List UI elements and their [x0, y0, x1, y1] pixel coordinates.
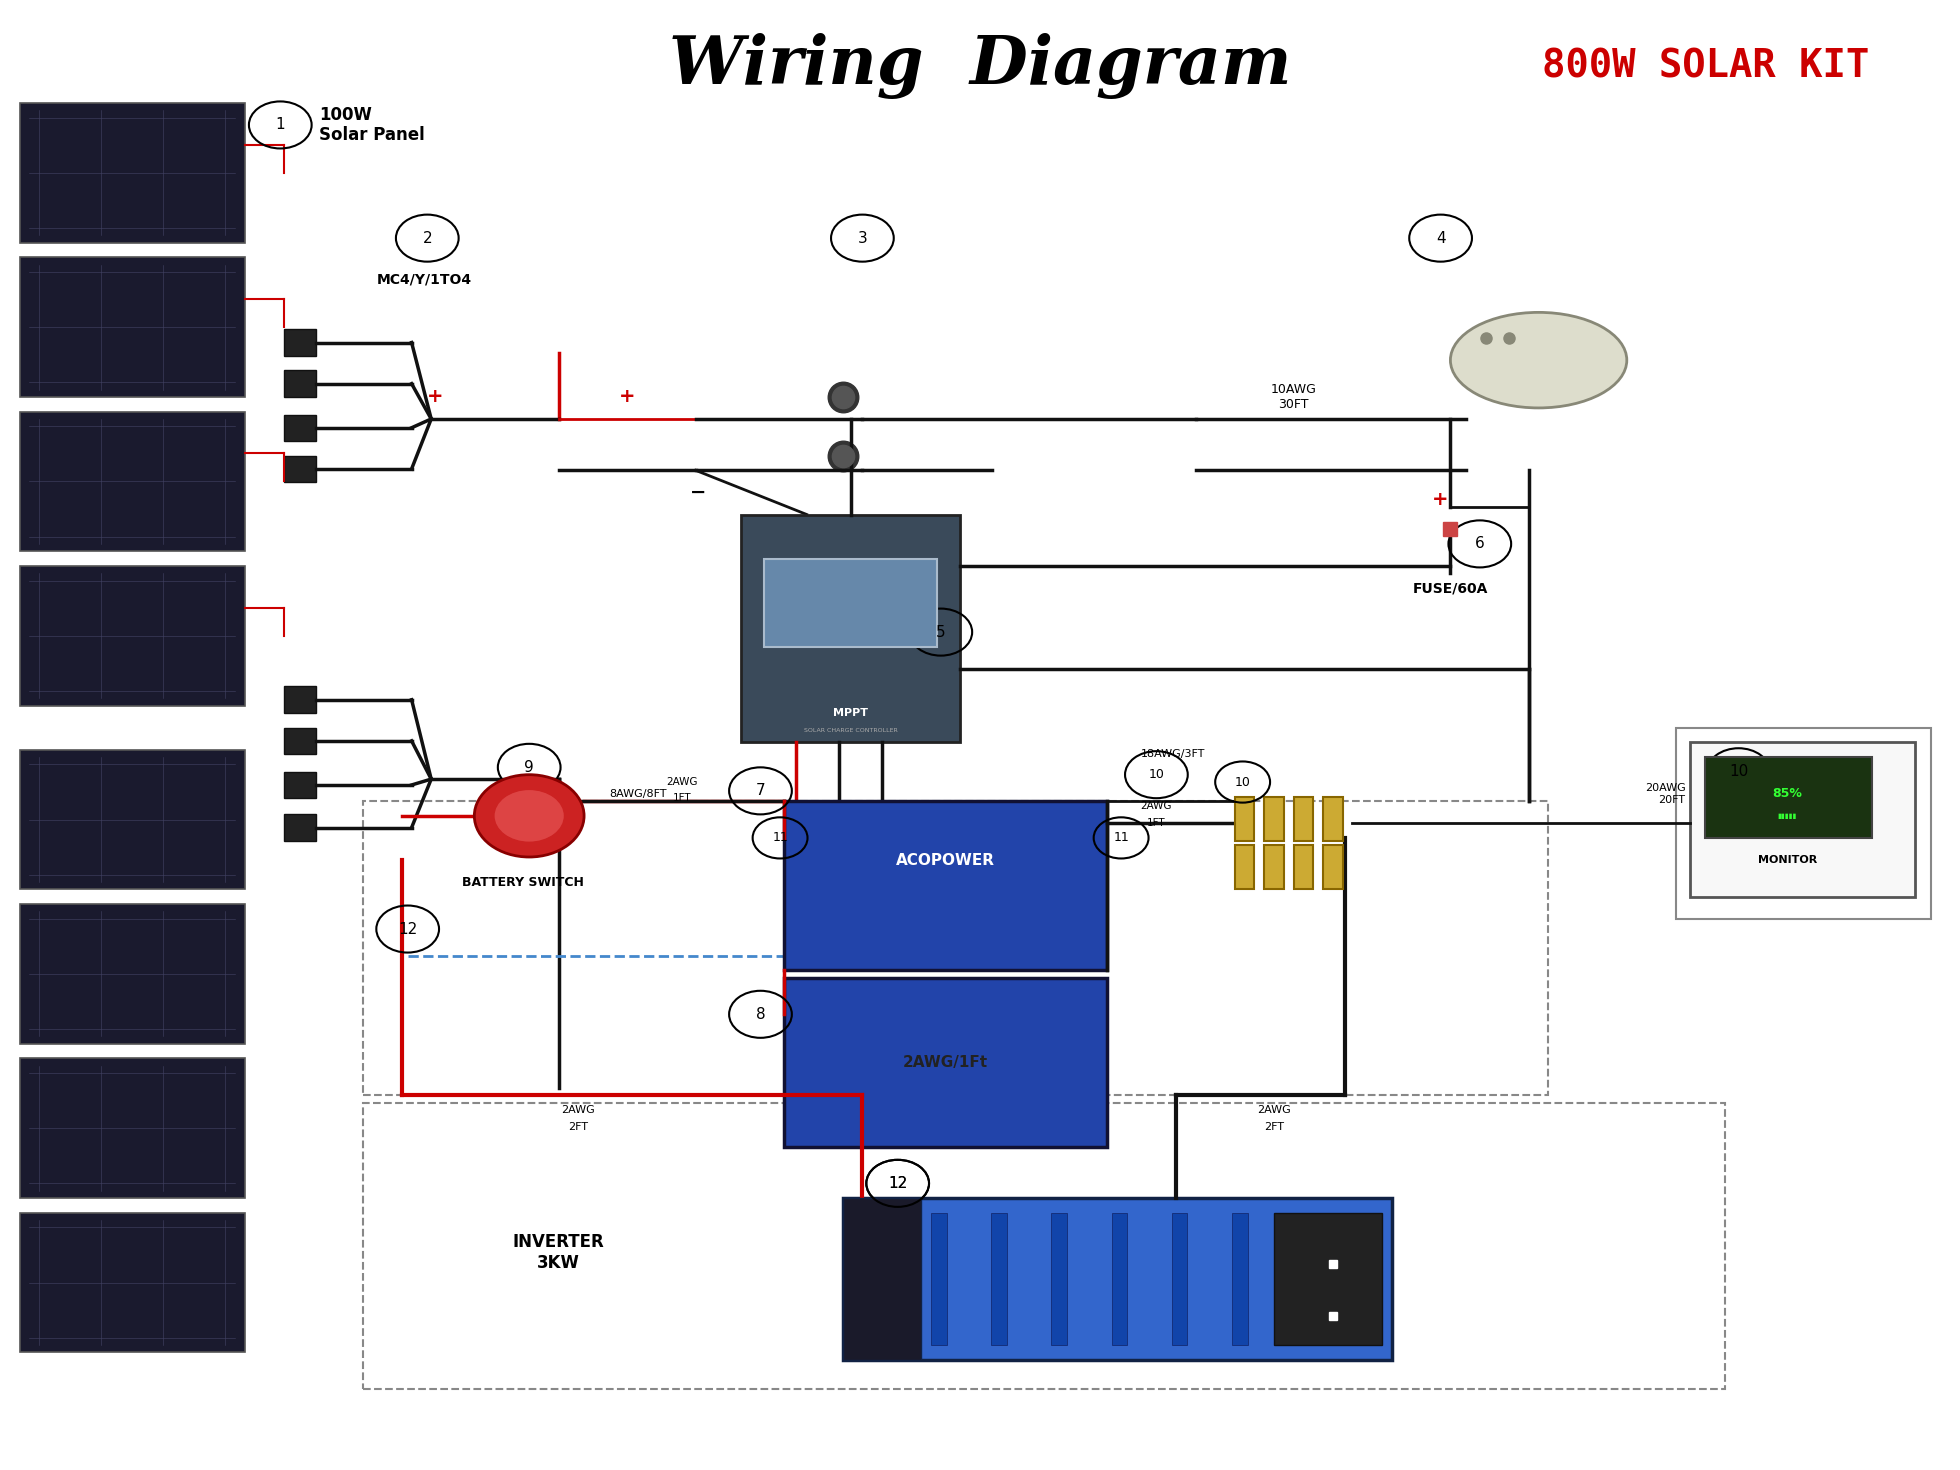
Text: +: + [427, 388, 443, 406]
FancyBboxPatch shape [1705, 757, 1872, 838]
Text: 8: 8 [757, 1007, 764, 1022]
Circle shape [474, 775, 584, 857]
Text: 85%: 85% [1772, 788, 1803, 800]
FancyBboxPatch shape [284, 728, 316, 754]
Text: MC4/Y/1TO4: MC4/Y/1TO4 [376, 272, 472, 287]
Text: 3: 3 [858, 231, 866, 245]
FancyBboxPatch shape [1264, 797, 1284, 841]
Text: 20AWG
20FT: 20AWG 20FT [1644, 784, 1686, 804]
FancyBboxPatch shape [20, 257, 245, 397]
FancyBboxPatch shape [284, 456, 316, 482]
Text: 7: 7 [757, 784, 764, 798]
FancyBboxPatch shape [1294, 797, 1313, 841]
FancyBboxPatch shape [741, 514, 960, 742]
Text: ACOPOWER: ACOPOWER [896, 853, 996, 867]
FancyBboxPatch shape [1235, 845, 1254, 889]
FancyBboxPatch shape [931, 1213, 947, 1345]
FancyBboxPatch shape [1323, 845, 1343, 889]
Text: 9: 9 [525, 760, 533, 775]
Text: 11: 11 [1113, 832, 1129, 844]
Text: 1FT: 1FT [1147, 819, 1166, 828]
Text: Wiring  Diagram: Wiring Diagram [668, 34, 1292, 98]
Text: 10: 10 [1235, 776, 1250, 788]
Text: 11: 11 [772, 832, 788, 844]
FancyBboxPatch shape [284, 370, 316, 397]
FancyBboxPatch shape [1294, 845, 1313, 889]
Text: 10: 10 [1729, 764, 1748, 779]
Text: 2AWG: 2AWG [666, 778, 698, 786]
Text: 2AWG: 2AWG [561, 1105, 596, 1116]
FancyBboxPatch shape [284, 329, 316, 356]
Text: 2FT: 2FT [1264, 1122, 1284, 1132]
Text: BATTERY SWITCH: BATTERY SWITCH [463, 876, 584, 888]
Text: 12: 12 [398, 922, 417, 936]
Text: 2FT: 2FT [568, 1122, 588, 1132]
Text: MONITOR: MONITOR [1758, 856, 1817, 864]
FancyBboxPatch shape [1235, 797, 1254, 841]
Ellipse shape [1450, 313, 1627, 409]
Text: −: − [690, 484, 706, 501]
Text: 2: 2 [423, 231, 431, 245]
FancyBboxPatch shape [20, 566, 245, 706]
FancyBboxPatch shape [284, 415, 316, 441]
Text: MPPT: MPPT [833, 709, 868, 717]
FancyBboxPatch shape [20, 1058, 245, 1198]
Text: 1FT: 1FT [672, 794, 692, 803]
Text: 5: 5 [937, 625, 945, 639]
FancyBboxPatch shape [784, 801, 1107, 970]
FancyBboxPatch shape [1690, 742, 1915, 897]
Text: 4: 4 [1437, 231, 1445, 245]
FancyBboxPatch shape [284, 772, 316, 798]
Text: +: + [1433, 491, 1448, 509]
FancyBboxPatch shape [1292, 1213, 1307, 1345]
FancyBboxPatch shape [1051, 1213, 1066, 1345]
FancyBboxPatch shape [992, 1213, 1007, 1345]
FancyBboxPatch shape [1233, 1213, 1249, 1345]
Text: 10AWG
30FT: 10AWG 30FT [1270, 382, 1317, 412]
FancyBboxPatch shape [1352, 1213, 1368, 1345]
Text: 1: 1 [276, 118, 284, 132]
FancyBboxPatch shape [1274, 1213, 1382, 1345]
Text: 12: 12 [888, 1176, 907, 1191]
Text: 8AWG/8FT: 8AWG/8FT [610, 789, 666, 798]
Text: FUSE/60A: FUSE/60A [1413, 581, 1488, 595]
Text: SOLAR CHARGE CONTROLLER: SOLAR CHARGE CONTROLLER [804, 728, 898, 734]
Text: 12: 12 [888, 1176, 907, 1191]
Text: 6: 6 [1476, 537, 1484, 551]
Text: 18AWG/3FT: 18AWG/3FT [1141, 750, 1205, 759]
Text: 800W SOLAR KIT: 800W SOLAR KIT [1543, 47, 1868, 85]
FancyBboxPatch shape [1111, 1213, 1127, 1345]
FancyBboxPatch shape [784, 978, 1107, 1147]
Text: INVERTER
3KW: INVERTER 3KW [514, 1233, 604, 1272]
FancyBboxPatch shape [843, 1198, 921, 1360]
Text: 2AWG/1Ft: 2AWG/1Ft [904, 1054, 988, 1070]
FancyBboxPatch shape [20, 412, 245, 551]
FancyBboxPatch shape [284, 814, 316, 841]
FancyBboxPatch shape [843, 1198, 1392, 1360]
Text: 100W
Solar Panel: 100W Solar Panel [319, 106, 425, 144]
FancyBboxPatch shape [20, 103, 245, 243]
FancyBboxPatch shape [764, 559, 937, 647]
FancyBboxPatch shape [284, 686, 316, 713]
FancyBboxPatch shape [20, 750, 245, 889]
FancyBboxPatch shape [1264, 845, 1284, 889]
FancyBboxPatch shape [1172, 1213, 1188, 1345]
Text: 10: 10 [1149, 769, 1164, 781]
Circle shape [494, 789, 564, 842]
FancyBboxPatch shape [1323, 797, 1343, 841]
Text: 2AWG: 2AWG [1141, 801, 1172, 810]
Text: 2AWG: 2AWG [1256, 1105, 1292, 1116]
Text: ▮▮▮▮▮: ▮▮▮▮▮ [1778, 813, 1797, 819]
FancyBboxPatch shape [20, 904, 245, 1044]
FancyBboxPatch shape [20, 1213, 245, 1352]
Text: +: + [619, 388, 635, 406]
